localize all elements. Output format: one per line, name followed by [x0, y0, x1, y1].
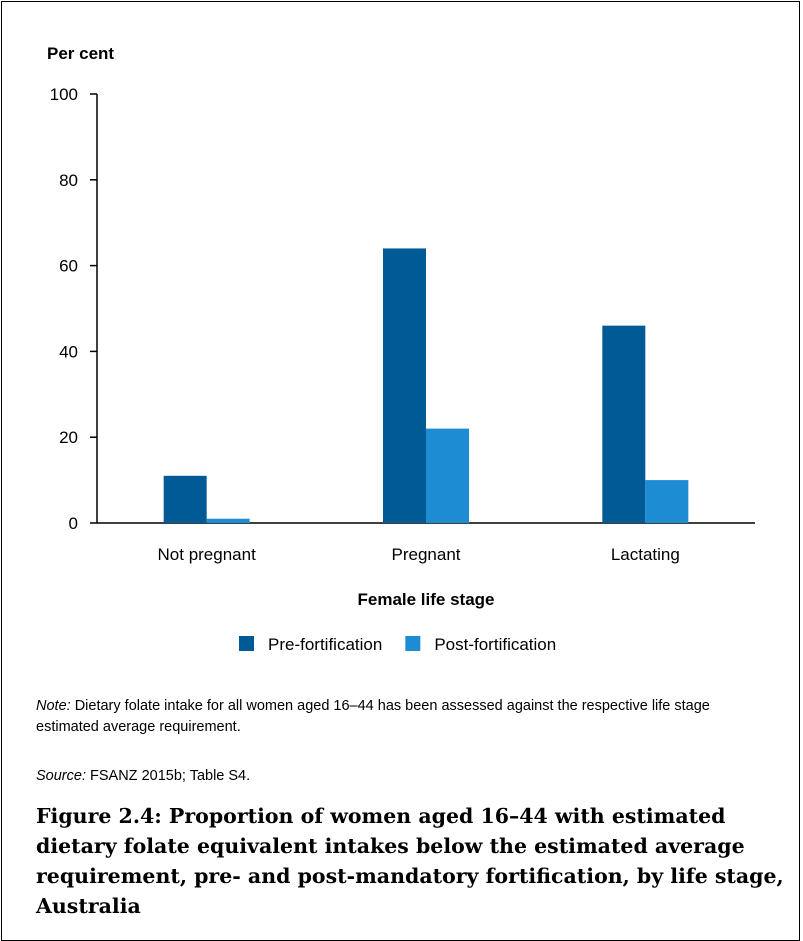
y-axis-title: Per cent — [47, 44, 114, 63]
x-axis: Not pregnant Pregnant Lactating — [97, 522, 755, 564]
legend-label: Pre-fortification — [268, 635, 382, 654]
note-label: Note: — [36, 698, 71, 714]
figure-caption: Figure 2.4: Proportion of women aged 16–… — [36, 804, 784, 918]
legend-swatch — [405, 636, 421, 651]
y-axis: 0 20 40 60 80 100 — [50, 85, 98, 533]
bar-pre-fortification-lactating — [602, 325, 646, 523]
bars — [163, 248, 689, 523]
bar-post-fortification-lactating — [645, 480, 689, 523]
bar-pre-fortification-pregnant — [383, 248, 426, 523]
legend-swatch — [239, 636, 254, 651]
y-tick-label: 40 — [59, 342, 78, 361]
note-text: Dietary folate intake for all women aged… — [36, 698, 710, 735]
y-tick-label: 0 — [69, 514, 78, 533]
legend: Pre-fortification Post-fortification — [239, 635, 556, 654]
chart-source: Source: FSANZ 2015b; Table S4. — [36, 766, 250, 787]
x-tick-label: Lactating — [611, 545, 680, 564]
source-label: Source: — [36, 768, 86, 784]
y-tick-label: 80 — [59, 171, 78, 190]
source-text: FSANZ 2015b; Table S4. — [90, 768, 251, 784]
legend-label: Post-fortification — [434, 635, 556, 654]
bar-pre-fortification-not-pregnant — [163, 475, 207, 523]
x-tick-label: Pregnant — [392, 545, 461, 564]
bar-post-fortification-not-pregnant — [206, 518, 250, 523]
bar-chart: 0 20 40 60 80 100 Not pregnant Pregnant Lactati… — [47, 44, 755, 654]
y-tick-label: 100 — [50, 85, 78, 104]
x-axis-title: Female life stage — [357, 590, 494, 609]
chart-note: Note: Dietary folate intake for all wome… — [36, 696, 756, 738]
y-tick-label: 20 — [59, 428, 78, 447]
x-tick-label: Not pregnant — [158, 545, 257, 564]
y-tick-label: 60 — [59, 257, 78, 276]
bar-post-fortification-pregnant — [426, 428, 469, 523]
